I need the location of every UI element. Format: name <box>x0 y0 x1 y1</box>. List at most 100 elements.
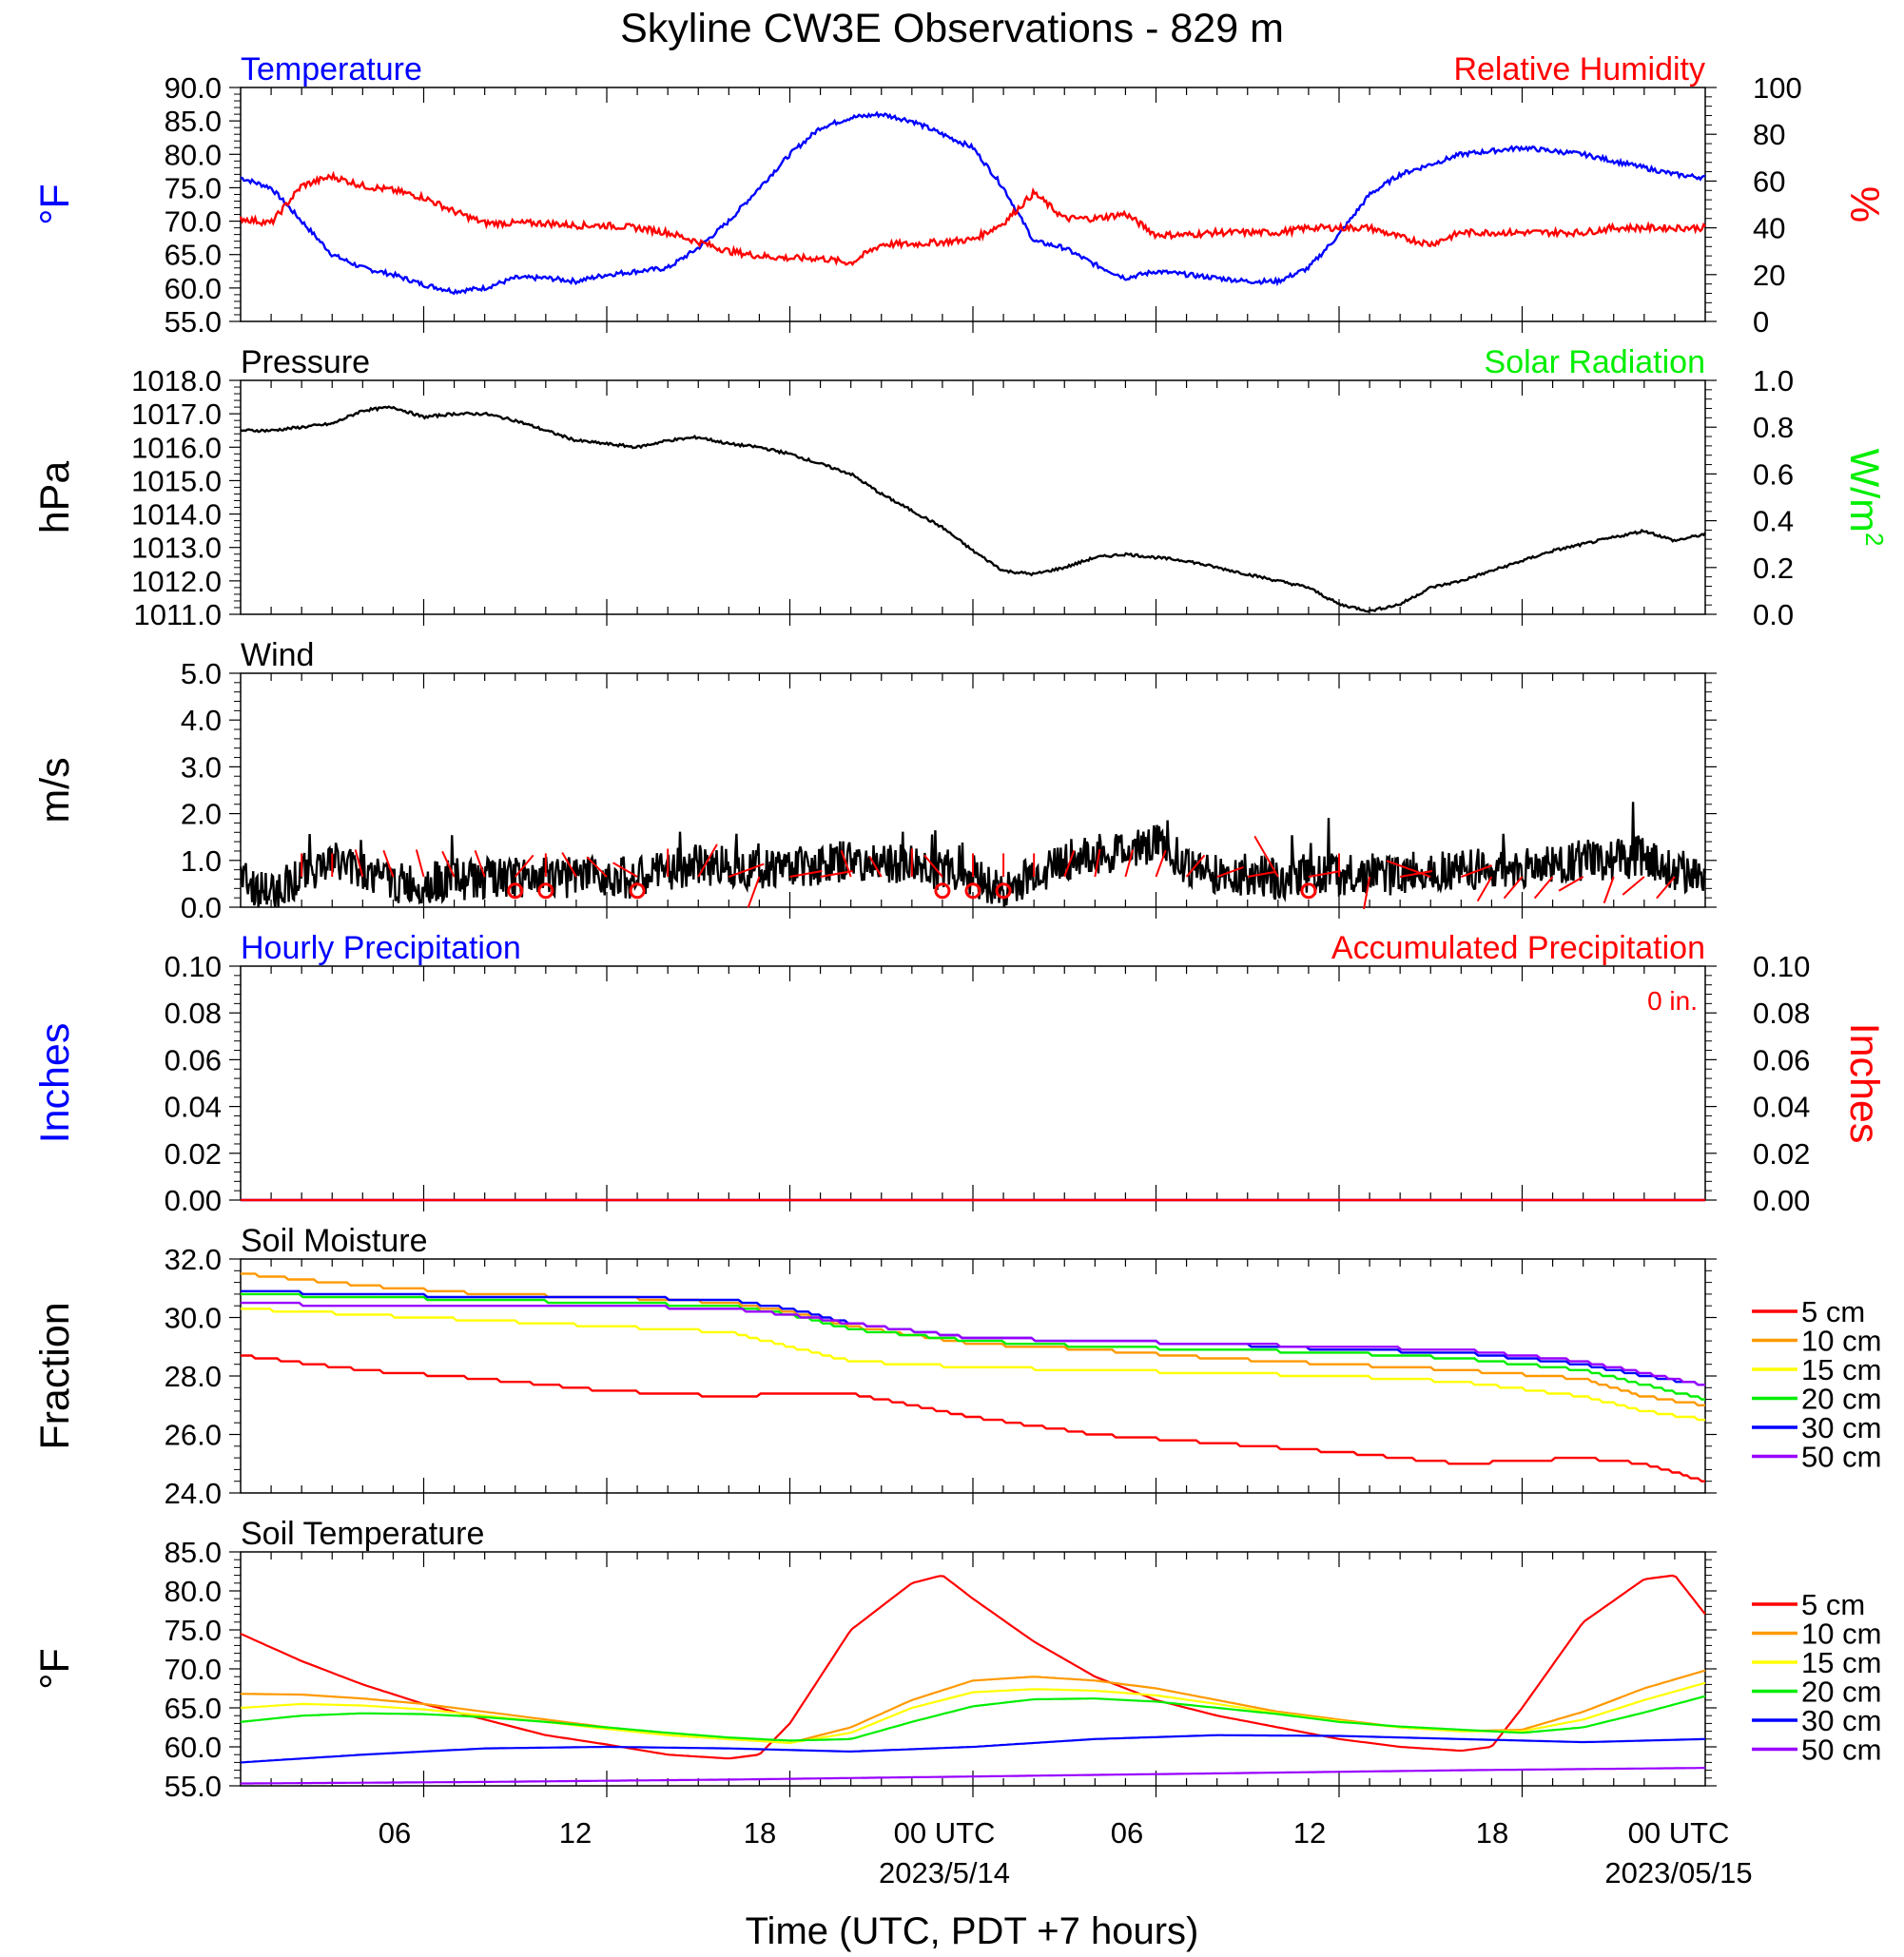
series-line-15-cm <box>240 1681 1706 1745</box>
calm-wind-circle <box>934 882 951 900</box>
plot-frame <box>240 87 1706 322</box>
panel-soil-moisture: 32.0 30.0 28.0 26.0 24.0 Soil Moisture Fractio… <box>32 1223 1881 1510</box>
wind-barb <box>697 843 718 878</box>
calm-wind-circle <box>629 882 646 900</box>
wind-barb <box>1533 876 1554 900</box>
y-tick-label: 60.0 <box>165 1731 222 1764</box>
calm-wind-circle <box>507 882 524 900</box>
y-tick-label: 1.0 <box>181 844 222 878</box>
y-axis-title-left: Inches <box>32 1023 78 1144</box>
wind-barb <box>923 854 943 878</box>
panel-title-left: Soil Moisture <box>241 1223 428 1259</box>
y-axis-title-right-sup: 2 <box>1860 533 1889 546</box>
panel-title-right: Accumulated Precipitation <box>1331 930 1705 966</box>
y-axis-title-right: W/m2 <box>1841 449 1889 547</box>
y-tick-label: 32.0 <box>165 1243 222 1276</box>
y-tick-label-right: 40 <box>1753 212 1785 245</box>
y-axis-title-right-text: % <box>1841 186 1887 223</box>
y-axis-title-left: °F <box>32 1648 78 1689</box>
series-line-30-cm <box>240 1734 1706 1764</box>
legend-label: 30 cm <box>1801 1411 1881 1444</box>
y-tick-label: 28.0 <box>165 1360 222 1393</box>
y-tick-label: 0.00 <box>165 1184 222 1217</box>
series-line-pressure <box>240 405 1706 613</box>
y-tick-label-right: 0.6 <box>1753 457 1794 491</box>
series-line-15-cm <box>241 1308 1705 1422</box>
x-tick-label: 00 UTC <box>1628 1816 1730 1850</box>
series-line-20-cm <box>240 1695 1706 1742</box>
series-line-10-cm <box>241 1272 1705 1407</box>
y-tick-label: 1017.0 <box>131 397 222 431</box>
y-tick-label: 1018.0 <box>131 364 222 397</box>
y-tick-label-right: 20 <box>1753 259 1785 292</box>
y-axis-title-right-text: Inches <box>1841 1023 1887 1144</box>
y-tick-label: 0.0 <box>181 891 222 924</box>
x-tick-label: 18 <box>744 1816 776 1850</box>
series-line-50-cm <box>241 1767 1706 1785</box>
legend-label: 20 cm <box>1801 1383 1881 1416</box>
panel-title-right: Solar Radiation <box>1485 344 1705 380</box>
y-tick-label: 70.0 <box>165 1653 222 1686</box>
y-tick-label-right: 100 <box>1753 71 1802 105</box>
legend-label: 5 cm <box>1801 1295 1865 1328</box>
legend-label: 15 cm <box>1801 1353 1881 1386</box>
y-axis-title-left: Fraction <box>32 1302 78 1449</box>
panel-title-left: Pressure <box>241 344 370 380</box>
y-tick-label: 75.0 <box>165 171 222 204</box>
y-tick-label: 1014.0 <box>131 498 222 532</box>
y-tick-label: 85.0 <box>165 105 222 138</box>
y-tick-label: 2.0 <box>181 798 222 831</box>
wind-barb <box>1363 876 1371 910</box>
panel-temperature-humidity: 90.085.080.075.070.065.060.055.0 100 80 60 4… <box>32 51 1887 339</box>
wind-barb <box>561 851 577 878</box>
panel-title-left: Soil Temperature <box>241 1516 484 1552</box>
y-tick-label: 1013.0 <box>131 532 222 565</box>
wind-barb <box>612 862 638 878</box>
y-tick-label: 60.0 <box>165 272 222 305</box>
y-tick-label: 1016.0 <box>131 431 222 464</box>
panel-soil-temperature: 85.0 80.0 75.0 70.0 65.0 60.0 55.0 Soil Tempera… <box>32 1516 1881 1803</box>
wind-barb <box>586 856 608 878</box>
y-tick-label: 26.0 <box>165 1419 222 1452</box>
x-axis-title: Time (UTC, PDT +7 hours) <box>746 1910 1199 1952</box>
y-tick-label-right: 0 <box>1753 305 1769 339</box>
wind-barb <box>1622 876 1645 896</box>
panel-pressure-solar: 1018.01017.01016.01015.01014.01013.01012… <box>32 344 1889 631</box>
wind-barb <box>789 870 823 879</box>
series-line-temperature <box>240 110 1706 296</box>
calm-wind-circle <box>537 882 554 900</box>
wind-barb <box>747 876 761 908</box>
panel-precipitation: 0.10 0.08 0.06 0.04 0.02 0.00 0.10 0.08 0.06 0.04… <box>32 930 1887 1217</box>
panel-title-right: Relative Humidity <box>1453 51 1705 87</box>
y-tick-label-right: 0.8 <box>1753 411 1794 444</box>
wind-barb <box>840 849 852 878</box>
x-tick-label: 06 <box>379 1816 411 1850</box>
calm-wind-circle <box>964 882 981 900</box>
panel-wind: 5.0 4.0 3.0 2.0 1.0 0.0 Wind m/s <box>32 637 1717 924</box>
y-tick-label: 1015.0 <box>131 464 222 497</box>
wind-barb <box>1503 876 1524 900</box>
wind-barb <box>1656 876 1676 900</box>
wind-barb <box>441 850 456 878</box>
y-axis-title-right: Inches <box>1841 1023 1887 1144</box>
series-line-5-cm <box>240 1574 1706 1760</box>
wind-barb <box>1155 849 1167 878</box>
figure-title: Skyline CW3E Observations - 829 m <box>620 6 1284 51</box>
y-axis-title-left: m/s <box>32 757 78 823</box>
y-tick-label-right: 0.2 <box>1753 552 1794 585</box>
y-axis-title-right-text: W/m <box>1841 449 1887 533</box>
y-tick-label: 3.0 <box>181 750 222 784</box>
y-tick-label: 55.0 <box>165 1770 222 1803</box>
y-tick-label: 80.0 <box>165 1575 222 1608</box>
y-tick-label: 65.0 <box>165 239 222 272</box>
series-line-relative-humidity <box>239 170 1706 267</box>
y-tick-label-right: 0.02 <box>1753 1137 1810 1171</box>
x-axis-labels: 06 12 18 00 UTC 06 12 18 00 UTC 2023/5/1… <box>379 1816 1753 1952</box>
y-tick-label-right: 1.0 <box>1753 364 1794 397</box>
y-tick-label: 70.0 <box>165 205 222 239</box>
wind-barb <box>1185 854 1206 878</box>
wind-barb <box>1460 864 1493 878</box>
y-tick-label: 0.10 <box>165 950 222 983</box>
legend-label: 30 cm <box>1801 1704 1881 1737</box>
y-tick-label: 1012.0 <box>131 565 222 598</box>
